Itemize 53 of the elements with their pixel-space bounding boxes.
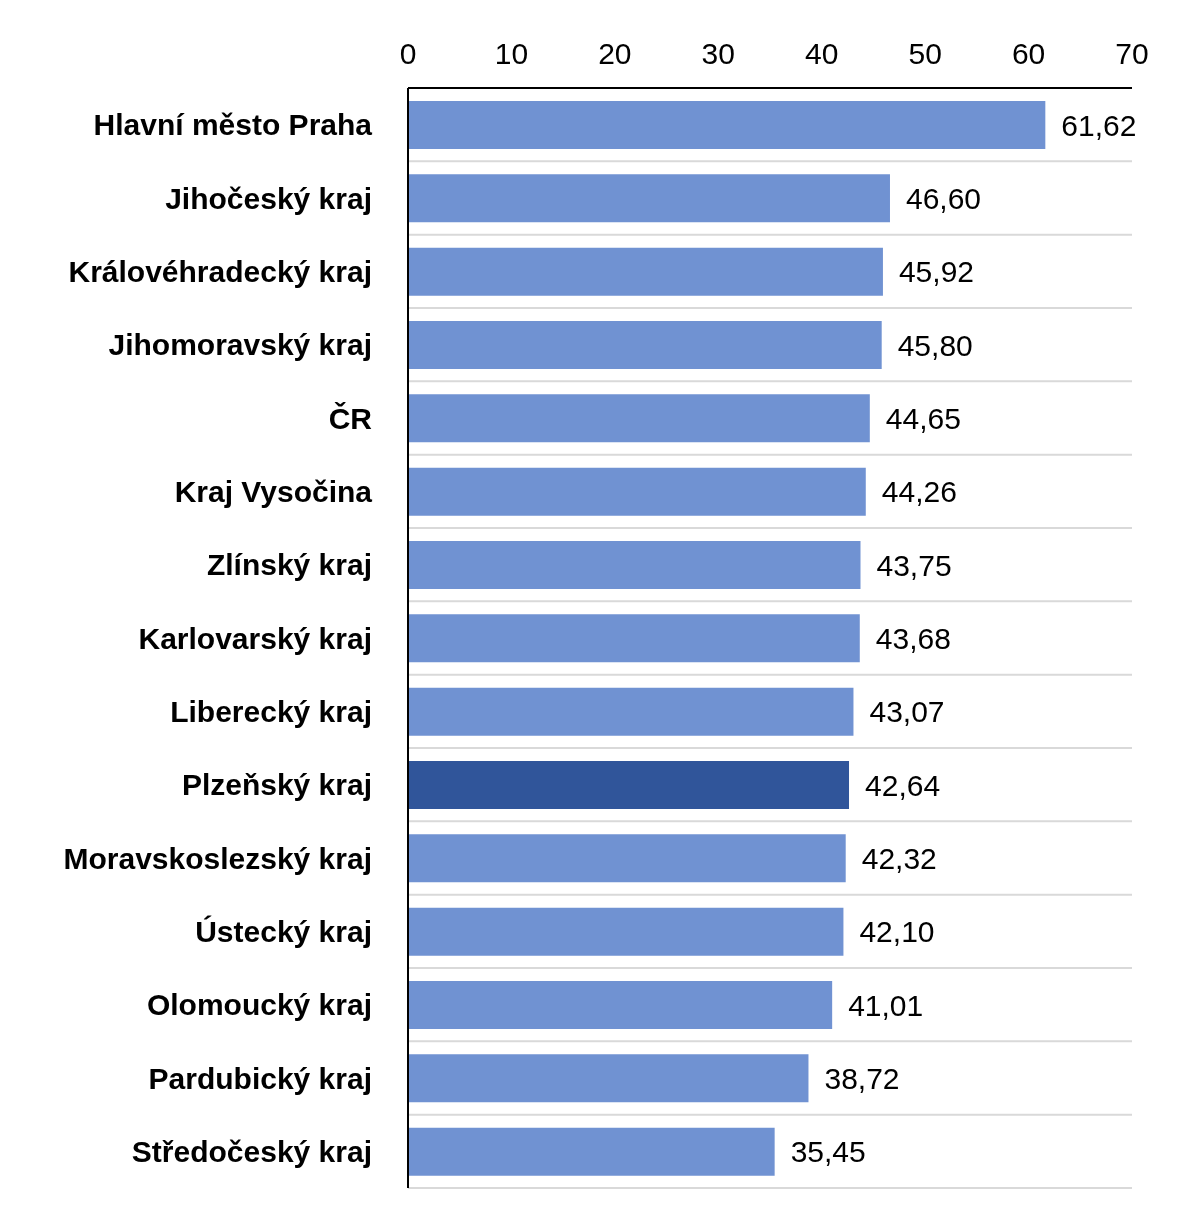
- bar: [408, 541, 861, 589]
- bar: [408, 1054, 809, 1103]
- y-tick-label: Kraj Vysočina: [174, 474, 373, 508]
- bar: [408, 687, 854, 736]
- bar: [408, 321, 882, 369]
- x-tick-label: 30: [701, 37, 735, 70]
- bar: [408, 174, 890, 223]
- bar: [408, 394, 870, 443]
- data-label: 43,68: [875, 621, 951, 655]
- y-tick-label: ČR: [328, 401, 373, 435]
- x-tick-label: 60: [1011, 37, 1046, 70]
- y-tick-label: Pardubický kraj: [148, 1061, 372, 1095]
- x-tick-label: 40: [805, 37, 839, 70]
- bar: [408, 467, 866, 516]
- bar: [408, 1127, 775, 1176]
- x-tick-label: 50: [908, 37, 942, 70]
- bar: [408, 907, 844, 956]
- y-tick-label: Plzeňský kraj: [181, 768, 372, 802]
- bar: [408, 247, 883, 296]
- data-label: 46,60: [905, 181, 982, 215]
- data-label: 38,72: [824, 1061, 900, 1095]
- y-tick-label: Královéhradecký kraj: [68, 254, 372, 288]
- bar: [408, 981, 833, 1029]
- y-tick-label: Olomoucký kraj: [146, 988, 372, 1022]
- data-label: 42,10: [859, 915, 935, 949]
- data-label: 43,07: [869, 695, 945, 729]
- data-label: 44,65: [885, 401, 961, 435]
- data-label: 44,26: [881, 475, 957, 509]
- data-label: 61,62: [1061, 108, 1137, 142]
- data-label: 35,45: [790, 1135, 866, 1169]
- data-label: 45,92: [898, 255, 975, 289]
- data-label: 43,75: [876, 548, 952, 582]
- bar: [408, 834, 846, 883]
- y-tick-label: Zlínský kraj: [206, 548, 372, 582]
- y-tick-label: Moravskoslezský kraj: [63, 841, 372, 875]
- data-label: 42,32: [861, 841, 937, 875]
- bar: [408, 761, 850, 809]
- bar: [408, 101, 1046, 149]
- data-label: 41,01: [848, 988, 924, 1022]
- y-tick-label: Jihomoravský kraj: [108, 328, 372, 362]
- x-tick-label: 0: [399, 37, 417, 70]
- x-tick-label: 70: [1115, 37, 1149, 70]
- y-tick-label: Středočeský kraj: [131, 1134, 372, 1168]
- data-label: 45,80: [897, 328, 973, 362]
- y-tick-label: Hlavní město Praha: [93, 108, 373, 142]
- x-tick-label: 20: [598, 37, 632, 70]
- data-label: 42,64: [865, 768, 941, 802]
- x-tick-label: 10: [494, 37, 529, 70]
- y-tick-label: Karlovarský kraj: [138, 621, 372, 655]
- y-tick-label: Liberecký kraj: [170, 694, 372, 728]
- bar: [408, 614, 860, 663]
- y-tick-label: Jihočeský kraj: [165, 181, 372, 215]
- y-tick-label: Ústecký kraj: [195, 914, 372, 948]
